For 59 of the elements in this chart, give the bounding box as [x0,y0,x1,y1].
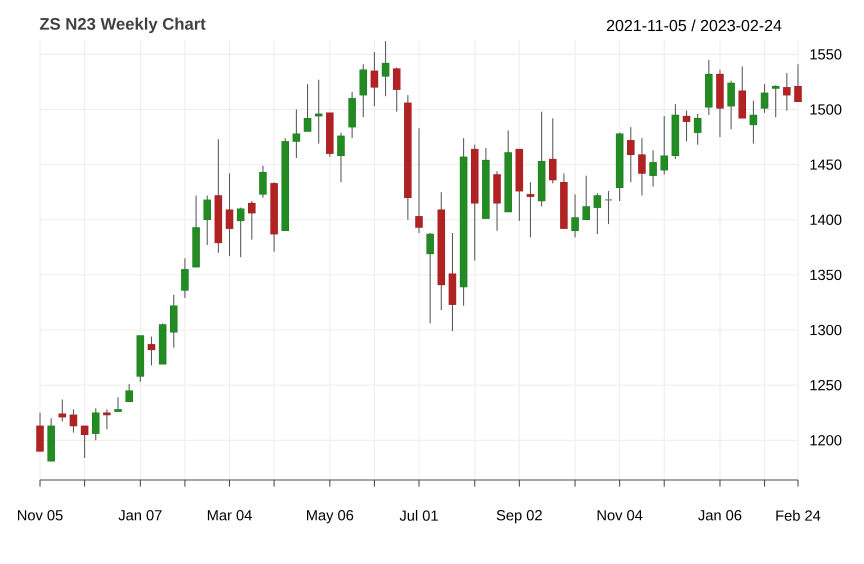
candlestick [794,64,802,102]
candlestick [314,79,322,144]
x-tick-label: May 06 [306,510,354,524]
y-tick-label: 1200 [810,435,842,446]
candlestick [582,175,590,220]
candlestick [548,118,557,184]
candlestick [259,165,267,198]
x-tick-label: Nov 05 [18,510,63,520]
candlestick [70,408,78,434]
chart-subtitle: 2021-11-05 / 2023-02-24 [606,19,782,32]
x-tick-label: Jan 06 [698,510,742,520]
x-tick-label: Mar 04 [208,510,252,520]
candlestick [203,194,211,246]
candlestick [415,128,423,234]
candlestick [292,108,300,159]
candlestick [649,150,657,188]
x-tick-label: Jan 07 [118,510,162,520]
candlestick [627,126,635,183]
candlestick [103,408,111,430]
candlestick [392,67,400,112]
candlestick [426,232,434,324]
candlestick [382,40,390,97]
candlestick [727,80,735,130]
candlestick [660,116,668,176]
candlestick [80,425,88,458]
candlestick [370,52,378,107]
candlestick [772,84,780,118]
candlestick [148,336,156,366]
candlestick [248,200,256,240]
candlestick [694,113,702,146]
candlestick [783,72,791,112]
candlestick [337,132,345,183]
y-tick-label: 1550 [810,49,842,60]
chart-title: ZS N23 Weekly Chart [40,18,206,34]
candlestick [638,138,646,196]
y-tick-label: 1400 [810,214,842,225]
candlestick [682,110,690,142]
candlestick [125,384,133,402]
candlestick [114,396,122,412]
candlestick [92,408,100,441]
y-tick-label: 1250 [810,380,842,390]
y-tick-label: 1350 [810,270,842,280]
x-tick-label: Feb 24 [776,510,820,521]
y-tick-label: 1500 [810,104,842,115]
candlestick [594,192,602,235]
candlestick [760,84,768,114]
candlestick [526,182,534,238]
candlestick [181,258,189,299]
y-tick-label: 1300 [810,324,842,336]
x-tick-label: Sep 02 [496,510,542,524]
x-tick-label: Jul 01 [400,510,438,521]
candlestick [750,100,758,144]
candlestick [304,84,312,132]
candlestick [58,398,66,422]
x-tick-label: Nov 04 [598,510,642,520]
candlestick [236,207,244,258]
y-tick-label: 1450 [810,159,842,170]
candlestick [226,172,234,257]
candlestick [571,194,579,238]
